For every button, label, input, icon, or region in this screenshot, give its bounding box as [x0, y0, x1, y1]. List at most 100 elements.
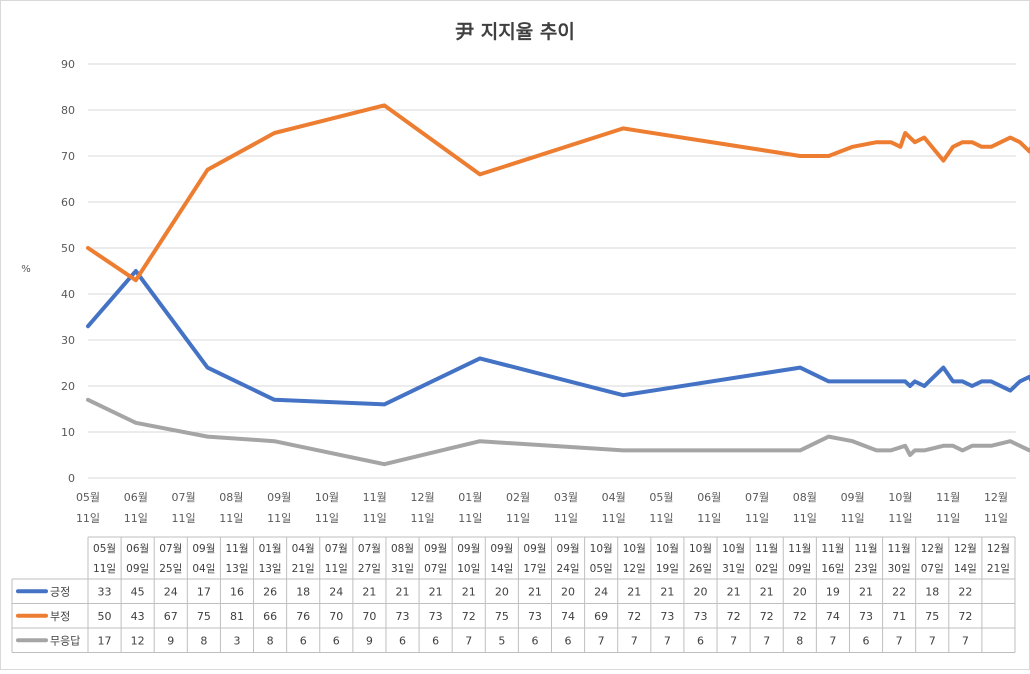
series-line-1	[86, 103, 1030, 283]
table-date-day: 19일	[656, 562, 679, 575]
x-tick-label-month: 12월	[984, 491, 1008, 504]
x-tick-label-day: 11일	[410, 511, 434, 525]
table-cell: 71	[892, 610, 906, 623]
table-cell: 6	[432, 634, 439, 647]
x-tick-label-day: 11일	[458, 511, 482, 525]
table-cell: 72	[727, 610, 741, 623]
table-date-day: 09일	[788, 562, 811, 575]
table-date-month: 11월	[888, 543, 911, 555]
table-date-day: 12일	[623, 562, 646, 575]
table-cell: 20	[693, 585, 707, 598]
table-date-day: 10일	[457, 562, 480, 575]
x-tick-label-month: 03월	[554, 491, 578, 504]
table-date-month: 11월	[755, 543, 778, 555]
table-date-month: 10월	[689, 543, 712, 555]
table-cell: 20	[561, 585, 575, 598]
table-date-month: 01월	[259, 543, 282, 555]
x-tick-label-month: 06월	[124, 491, 148, 504]
x-tick-label-month: 10월	[888, 491, 912, 504]
table-cell: 74	[561, 610, 575, 623]
table-cell: 7	[763, 634, 770, 647]
table-cell: 24	[594, 585, 608, 598]
table-date-day: 31일	[722, 562, 745, 575]
table-date-day: 13일	[225, 562, 248, 575]
data-table: 05월 11일 06월 09일 07월 25일 09월 04일 11월 13일 01월 13일 04월 2…	[11, 536, 1016, 653]
y-axis-ticks: 0 10 20 30 40 50 60 70 80 90	[61, 58, 75, 485]
y-tick-label: 10	[61, 426, 75, 439]
table-cell: 16	[230, 585, 244, 598]
table-cell: 73	[528, 610, 542, 623]
table-cell: 69	[594, 610, 608, 623]
table-cell: 66	[263, 610, 277, 623]
x-tick-label-day: 11일	[793, 511, 817, 525]
x-tick-label-month: 04월	[602, 491, 626, 504]
table-date-month: 10월	[656, 543, 679, 555]
y-tick-label: 20	[61, 380, 75, 393]
x-tick-label-month: 02월	[506, 491, 530, 504]
table-date-month: 11월	[788, 543, 811, 555]
table-cell: 70	[329, 610, 343, 623]
table-date-month: 10월	[590, 543, 613, 555]
y-tick-label: 0	[68, 472, 75, 485]
table-cell: 17	[98, 634, 112, 647]
table-cell: 17	[197, 585, 211, 598]
table-cell: 72	[958, 610, 972, 623]
y-tick-label: 50	[61, 242, 75, 255]
table-cell: 7	[598, 634, 605, 647]
table-cell: 20	[495, 585, 509, 598]
table-date-month: 04월	[292, 543, 315, 555]
table-cell: 72	[462, 610, 476, 623]
x-tick-label-day: 11일	[602, 511, 626, 525]
table-date-month: 05월	[93, 543, 116, 555]
x-tick-label-month: 09월	[267, 491, 291, 504]
table-date-month: 09월	[457, 543, 480, 555]
table-cell: 7	[929, 634, 936, 647]
x-tick-label-day: 11일	[76, 511, 100, 525]
table-cell: 7	[664, 634, 671, 647]
table-cell: 8	[267, 634, 274, 647]
table-cell: 20	[793, 585, 807, 598]
table-cell: 7	[730, 634, 737, 647]
table-cell: 5	[498, 634, 505, 647]
table-cell: 7	[631, 634, 638, 647]
table-date-day: 07일	[424, 562, 447, 575]
table-cell: 24	[164, 585, 178, 598]
x-tick-label-day: 11일	[506, 511, 530, 525]
x-tick-label-month: 10월	[315, 491, 339, 504]
x-tick-label-month: 07월	[172, 491, 196, 504]
table-cell: 21	[727, 585, 741, 598]
table-cell: 9	[167, 634, 174, 647]
table-date-month: 06월	[126, 543, 149, 555]
x-tick-label-day: 11일	[172, 511, 196, 525]
table-date-day: 21일	[292, 562, 315, 575]
table-cell: 67	[164, 610, 178, 623]
table-date-month: 12월	[954, 543, 977, 555]
table-cell: 6	[399, 634, 406, 647]
table-cell: 6	[300, 634, 307, 647]
table-cell: 21	[627, 585, 641, 598]
x-tick-label-day: 11일	[124, 511, 148, 525]
table-cell: 50	[98, 610, 112, 623]
table-date-day: 14일	[490, 562, 513, 575]
series-line-2	[86, 397, 1030, 467]
chart-title: 尹 지지율 추이	[455, 21, 575, 43]
x-tick-label-day: 11일	[697, 511, 721, 525]
table-date-day: 25일	[159, 562, 182, 575]
series-lines	[86, 103, 1030, 467]
table-date-month: 09월	[424, 543, 447, 555]
table-cell: 72	[627, 610, 641, 623]
x-tick-label-month: 06월	[697, 491, 721, 504]
table-date-day: 05일	[590, 562, 613, 575]
table-cell: 43	[131, 610, 145, 623]
table-date-month: 11월	[225, 543, 248, 555]
table-cell: 24	[329, 585, 343, 598]
table-date-month: 09월	[490, 543, 513, 555]
table-date-day: 11일	[93, 562, 116, 575]
table-date-day: 04일	[192, 562, 215, 575]
table-cell: 75	[925, 610, 939, 623]
table-cell: 6	[565, 634, 572, 647]
table-date-month: 09월	[192, 543, 215, 555]
table-cell: 9	[366, 634, 373, 647]
x-tick-label-day: 11일	[219, 511, 243, 525]
